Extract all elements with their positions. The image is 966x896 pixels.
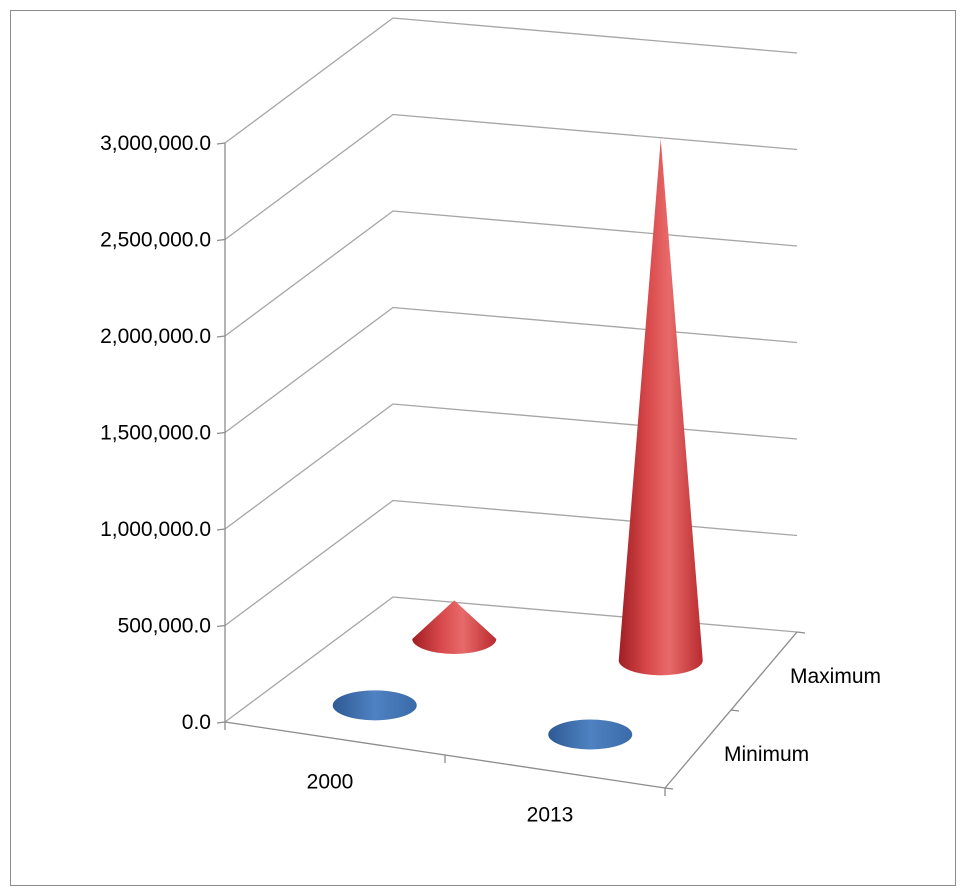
depth-tick-label: Minimum bbox=[724, 743, 809, 766]
cone-mark bbox=[548, 719, 633, 750]
y-tick-mark bbox=[216, 335, 226, 338]
y-tick-mark bbox=[216, 721, 226, 724]
chart-frame bbox=[10, 10, 956, 886]
y-tick-mark bbox=[216, 238, 226, 242]
y-tick-mark bbox=[216, 142, 226, 145]
x-tick-label: 2013 bbox=[527, 804, 574, 827]
y-tick-label: 2,500,000.0 bbox=[100, 229, 211, 252]
gridline bbox=[224, 17, 798, 144]
cone-body bbox=[412, 600, 497, 654]
y-tick-label: 0.0 bbox=[182, 711, 211, 734]
axes bbox=[216, 142, 806, 796]
y-tick-mark bbox=[216, 624, 226, 628]
y-tick-label: 1,000,000.0 bbox=[100, 518, 211, 541]
cone-mark bbox=[618, 139, 703, 676]
y-tick-label: 1,500,000.0 bbox=[100, 422, 211, 445]
gridline bbox=[224, 113, 798, 241]
x-tick-label: 2000 bbox=[307, 771, 354, 794]
gridline bbox=[224, 596, 798, 723]
y-tick-mark bbox=[216, 528, 226, 531]
y-tick-label: 2,000,000.0 bbox=[100, 325, 211, 348]
cone-body bbox=[618, 139, 703, 676]
tick-labels: 0.0 500,000.0 1,000,000.0 1,500,000.0 2,000,… bbox=[100, 132, 881, 827]
cones bbox=[332, 139, 703, 750]
depth-tick-label: Maximum bbox=[790, 665, 881, 688]
depth-tick-mark bbox=[796, 631, 806, 634]
gridlines bbox=[224, 17, 798, 723]
cone-base bbox=[548, 719, 633, 750]
cone-base bbox=[332, 690, 417, 721]
depth-tick-mark bbox=[730, 709, 740, 712]
cone-mark bbox=[412, 600, 497, 654]
y-tick-label: 500,000.0 bbox=[118, 615, 211, 638]
cone-mark bbox=[332, 690, 417, 721]
y-tick-label: 3,000,000.0 bbox=[100, 132, 211, 155]
y-tick-mark bbox=[216, 431, 226, 435]
depth-tick-mark bbox=[664, 787, 674, 790]
